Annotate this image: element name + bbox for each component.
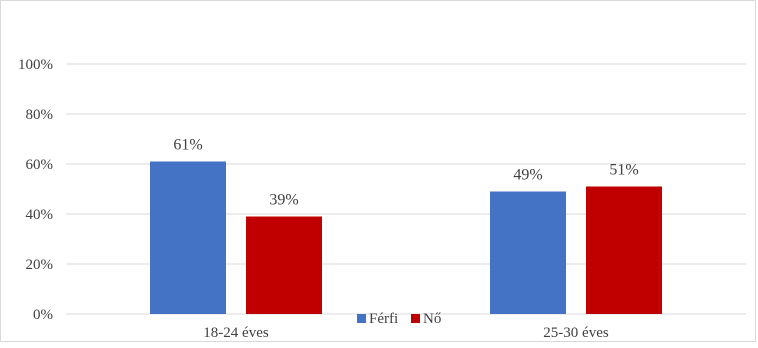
legend-label: Férfi bbox=[369, 311, 398, 327]
y-tick-label: 60% bbox=[26, 157, 54, 173]
bar-ferfi bbox=[150, 161, 226, 314]
y-tick-label: 100% bbox=[18, 57, 53, 73]
legend-swatch-ferfi bbox=[357, 314, 366, 323]
x-category-label: 18-24 éves bbox=[203, 325, 269, 341]
data-label: 39% bbox=[269, 192, 298, 209]
y-tick-label: 20% bbox=[26, 257, 54, 273]
data-label: 61% bbox=[173, 137, 202, 154]
bar-ferfi bbox=[490, 191, 566, 314]
y-tick-label: 80% bbox=[26, 107, 54, 123]
bar-no bbox=[586, 186, 662, 314]
x-category-label: 25-30 éves bbox=[543, 325, 609, 341]
data-label: 51% bbox=[609, 162, 638, 179]
legend-swatch-no bbox=[411, 314, 420, 323]
bar-no bbox=[246, 216, 322, 314]
y-tick-label: 0% bbox=[33, 307, 53, 323]
y-tick-label: 40% bbox=[26, 207, 54, 223]
legend-label: Nő bbox=[423, 311, 441, 327]
data-label: 49% bbox=[513, 167, 542, 184]
